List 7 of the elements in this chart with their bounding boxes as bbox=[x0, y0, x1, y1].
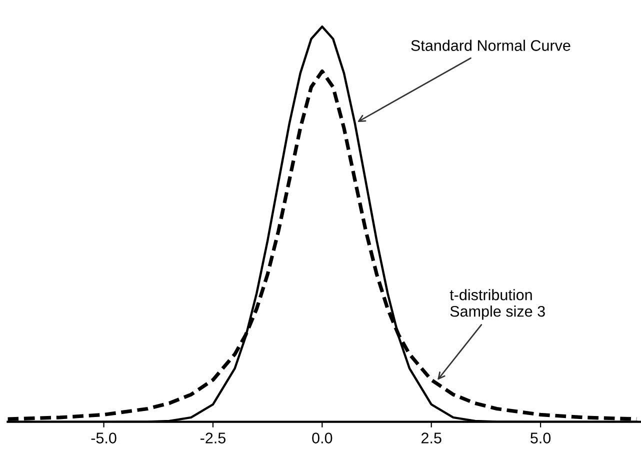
x-tick-label: -2.5 bbox=[200, 432, 226, 444]
x-tick-label: 0.0 bbox=[312, 432, 332, 444]
x-tick-label: -5.0 bbox=[91, 432, 116, 444]
x-tick-label: 5.0 bbox=[530, 432, 551, 444]
annotation: t-distribution Sample size 3 bbox=[450, 289, 545, 320]
annotation: Standard Normal Curve bbox=[411, 40, 570, 51]
x-tick-label: 2.5 bbox=[422, 432, 442, 444]
